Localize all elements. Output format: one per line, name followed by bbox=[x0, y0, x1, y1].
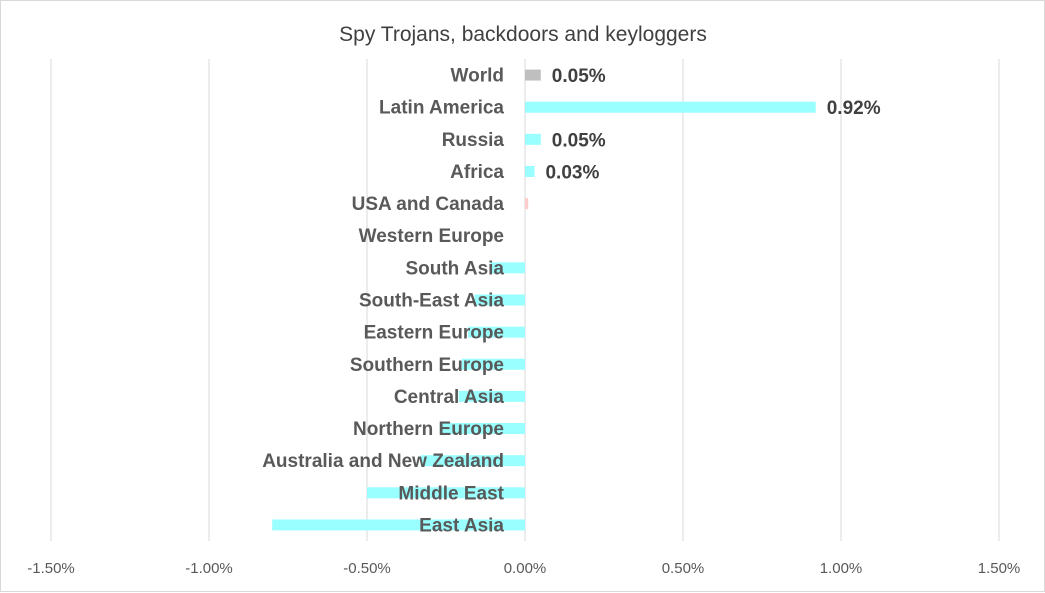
category-label: Australia and New Zealand bbox=[262, 451, 504, 472]
bar bbox=[439, 423, 525, 435]
category-label: Northern Europe bbox=[353, 419, 504, 440]
data-label: 0.92% bbox=[827, 98, 881, 119]
x-tick-label: -0.50% bbox=[343, 560, 391, 577]
category-label: Middle East bbox=[398, 483, 504, 504]
bar bbox=[458, 390, 525, 402]
category-label: Eastern Europe bbox=[364, 323, 504, 344]
category-label: Central Asia bbox=[394, 387, 505, 408]
bars bbox=[272, 69, 816, 531]
x-tick-label: 0.50% bbox=[662, 560, 705, 577]
x-tick-label: 1.50% bbox=[978, 560, 1021, 577]
category-label: World bbox=[451, 66, 504, 87]
category-label: East Asia bbox=[419, 515, 504, 536]
bar bbox=[525, 165, 535, 177]
x-tick-label: 1.00% bbox=[820, 560, 863, 577]
category-label: Latin America bbox=[379, 98, 504, 119]
chart-title: Spy Trojans, backdoors and keyloggers bbox=[339, 23, 707, 46]
category-label: South-East Asia bbox=[359, 291, 504, 312]
category-label: Africa bbox=[450, 162, 504, 183]
bar bbox=[525, 101, 816, 113]
category-labels: World Latin America Russia Africa USA and Ca… bbox=[262, 66, 504, 537]
bar bbox=[525, 69, 541, 81]
x-tick-label: -1.00% bbox=[185, 560, 233, 577]
bar bbox=[474, 294, 525, 306]
data-label: 0.03% bbox=[545, 162, 599, 183]
category-label: USA and Canada bbox=[352, 194, 505, 215]
bar bbox=[461, 358, 525, 370]
bar bbox=[490, 262, 525, 274]
bar bbox=[420, 455, 525, 467]
x-tick-label: -1.50% bbox=[27, 560, 75, 577]
bar bbox=[272, 519, 525, 531]
bar bbox=[525, 198, 529, 210]
bar bbox=[525, 133, 541, 145]
x-axis-tick-labels: -1.50% -1.00% -0.50% 0.00% 0.50% 1.00% 1.50% bbox=[27, 560, 1020, 577]
data-labels: 0.05% 0.92% 0.05% 0.03% bbox=[545, 66, 880, 183]
category-label: South Asia bbox=[405, 258, 504, 279]
data-label: 0.05% bbox=[552, 130, 606, 151]
category-label: Russia bbox=[442, 130, 505, 151]
x-tick-label: 0.00% bbox=[504, 560, 547, 577]
bar bbox=[367, 487, 525, 499]
category-label: Southern Europe bbox=[350, 355, 504, 376]
data-label: 0.05% bbox=[552, 66, 606, 87]
bar bbox=[468, 326, 525, 338]
category-label: Western Europe bbox=[359, 226, 504, 247]
